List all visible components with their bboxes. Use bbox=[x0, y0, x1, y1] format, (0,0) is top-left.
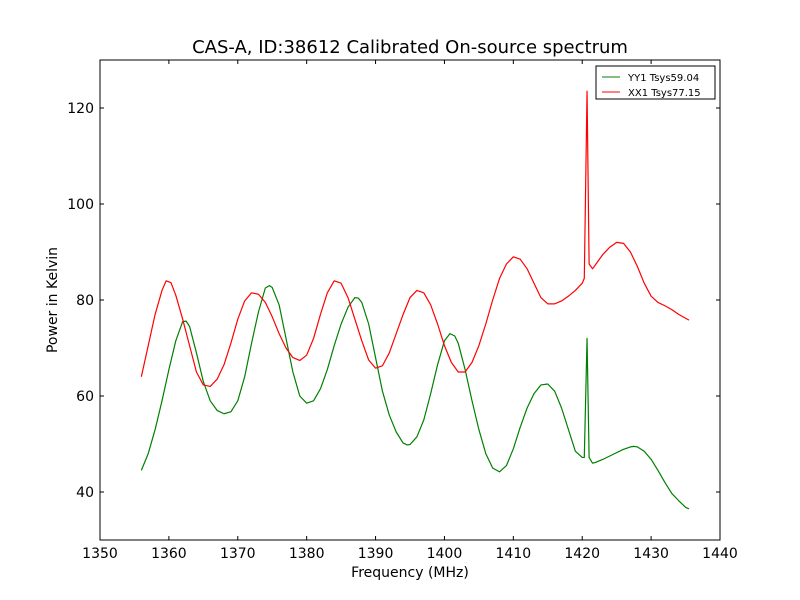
x-tick-label: 1370 bbox=[220, 546, 256, 562]
x-axis-label: Frequency (MHz) bbox=[351, 565, 469, 581]
x-tick-label: 1360 bbox=[151, 546, 187, 562]
series-line-yy1 bbox=[140, 285, 690, 510]
plot-frame bbox=[99, 59, 721, 541]
x-tick-label: 1350 bbox=[82, 546, 118, 562]
y-tick-label: 120 bbox=[67, 101, 94, 117]
y-tick-label: 100 bbox=[67, 197, 94, 213]
series-line-xx1 bbox=[140, 90, 690, 387]
legend: YY1 Tsys59.04 XX1 Tsys77.15 bbox=[595, 65, 716, 100]
legend-entry-xx1: XX1 Tsys77.15 bbox=[628, 88, 701, 99]
y-tick-label: 80 bbox=[76, 293, 94, 309]
chart-title: CAS-A, ID:38612 Calibrated On-source spe… bbox=[192, 37, 628, 58]
axis-ticks: 1350 1360 1370 1380 1390 1400 1410 1420 1430 1440… bbox=[67, 60, 738, 562]
x-tick-label: 1440 bbox=[702, 546, 738, 562]
x-tick-label: 1430 bbox=[633, 546, 669, 562]
y-tick-label: 40 bbox=[76, 485, 94, 501]
y-axis-label: Power in Kelvin bbox=[45, 247, 61, 353]
legend-entry-yy1: YY1 Tsys59.04 bbox=[627, 73, 699, 84]
y-tick-label: 60 bbox=[76, 389, 94, 405]
x-tick-label: 1380 bbox=[289, 546, 325, 562]
plot-series bbox=[140, 90, 690, 510]
x-tick-label: 1420 bbox=[564, 546, 600, 562]
legend-box bbox=[595, 65, 716, 100]
x-tick-label: 1400 bbox=[427, 546, 463, 562]
x-tick-label: 1390 bbox=[358, 546, 394, 562]
x-tick-label: 1410 bbox=[496, 546, 532, 562]
